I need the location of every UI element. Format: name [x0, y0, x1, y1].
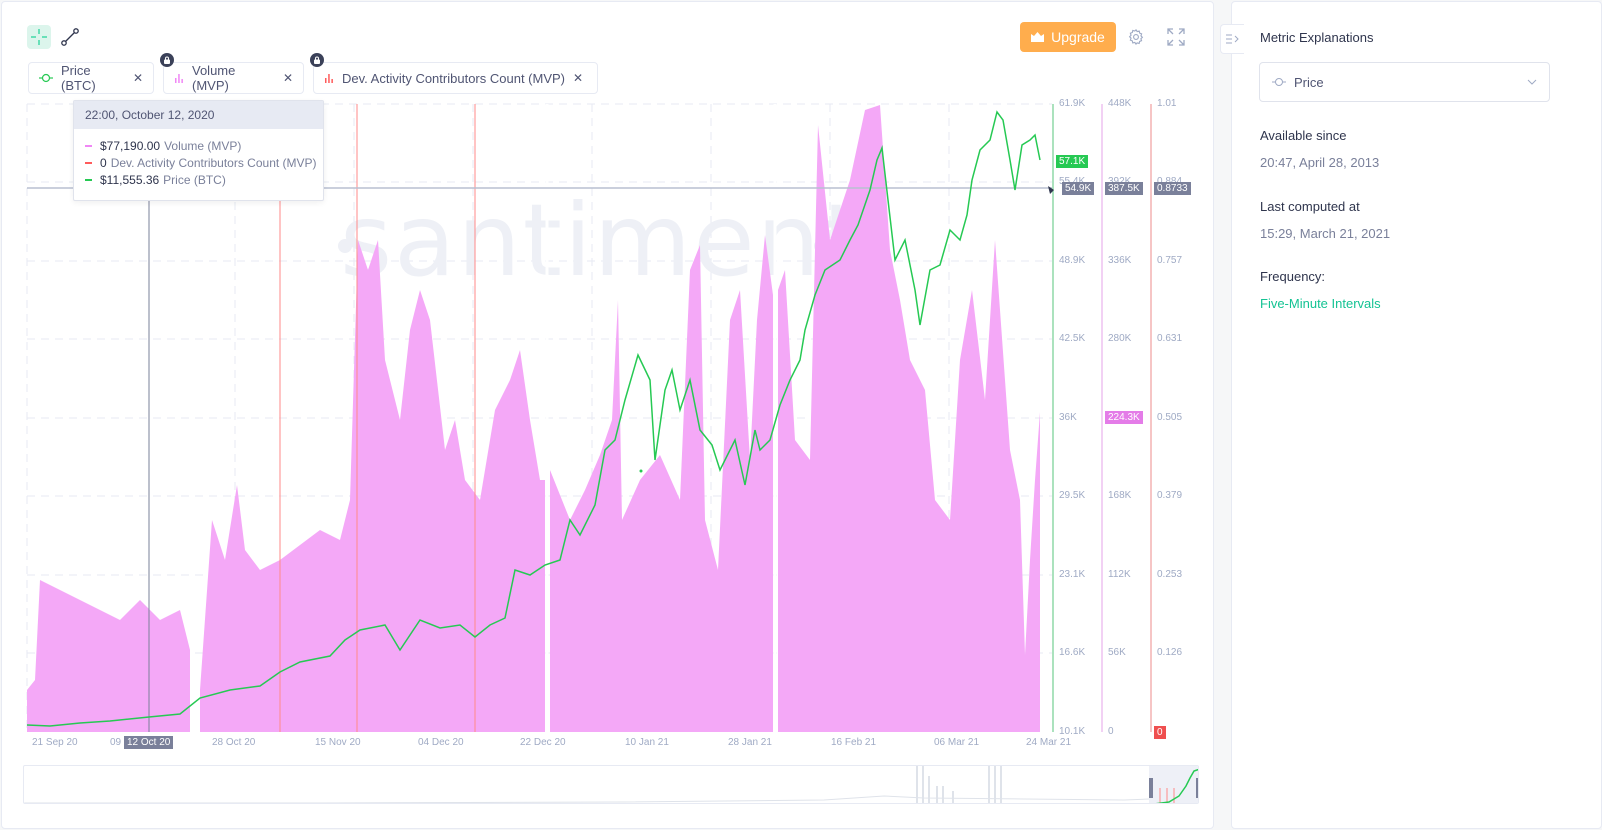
volume-hover-badge: 387.5K: [1105, 182, 1143, 195]
x-axis-tick: 24 Mar 21: [1026, 737, 1072, 748]
price-axis-tick: 29.5K: [1059, 490, 1086, 501]
dev-hover-badge: 0.8733: [1154, 182, 1191, 195]
volume-axis-tick: 56K: [1108, 647, 1126, 658]
available-since-label: Available since: [1260, 128, 1347, 143]
remove-metric-icon[interactable]: ✕: [132, 71, 143, 85]
price-axis-tick: 48.9K: [1059, 255, 1086, 266]
x-axis-tick: 06 Mar 21: [934, 737, 980, 748]
sidebar-toggle-button[interactable]: [1220, 24, 1244, 54]
tooltip-row-volume: $77,190.00 Volume (MVP): [74, 137, 323, 154]
settings-button[interactable]: [1125, 26, 1147, 48]
crosshair-tool-button[interactable]: [27, 25, 51, 49]
available-since-value: 20:47, April 28, 2013: [1260, 155, 1380, 170]
price-series: [26, 110, 1041, 727]
volume-axis-tick: 112K: [1108, 569, 1131, 580]
dev-axis-tick: 0.631: [1157, 333, 1183, 344]
remove-metric-icon[interactable]: ✕: [282, 71, 293, 85]
metric-chip-label: Volume (MVP): [192, 63, 236, 93]
price-axis-tick: 16.6K: [1059, 647, 1086, 658]
dev-axis-tick: 1.01: [1157, 98, 1177, 109]
x-axis-tick: 28 Jan 21: [728, 737, 772, 748]
navigator-left-handle: [1149, 778, 1153, 798]
price-circle-icon: [39, 73, 53, 83]
price-axis-tick: 36K: [1059, 412, 1077, 423]
tooltip-title: 22:00, October 12, 2020: [74, 101, 323, 129]
tooltip-row-price: $11,555.36 Price (BTC): [74, 171, 323, 188]
hover-date-badge: 12 Oct 20: [124, 736, 174, 749]
upgrade-label: Upgrade: [1051, 29, 1105, 45]
dev-current-badge: 0: [1154, 726, 1166, 739]
hover-tooltip: 22:00, October 12, 2020 $77,190.00 Volume…: [73, 100, 324, 201]
metric-select-dropdown[interactable]: Price: [1259, 62, 1550, 102]
crown-icon: [1031, 32, 1045, 42]
metric-chip-label: Price (BTC): [61, 63, 96, 93]
dev-axis-tick: 0.884: [1157, 176, 1182, 187]
tooltip-row-dev-activity: 0 Dev. Activity Contributors Count (MVP): [74, 154, 323, 171]
volume-axis-tick: 168K: [1108, 490, 1132, 501]
volume-axis-tick: 448K: [1108, 98, 1132, 109]
dev-axis-tick: 0.379: [1157, 490, 1183, 501]
upgrade-button[interactable]: Upgrade: [1020, 22, 1116, 52]
price-axis-tick: 61.9K: [1059, 98, 1086, 109]
x-axis-tick: 10 Jan 21: [625, 737, 669, 748]
x-axis-tick: 16 Feb 21: [831, 737, 877, 748]
metric-explanations-panel: [1231, 1, 1602, 829]
dev-axis-tick: 0.505: [1157, 412, 1183, 423]
lock-icon: [310, 53, 324, 67]
volume-axis-tick: 0: [1108, 726, 1114, 737]
price-circle-icon: [1272, 78, 1286, 86]
navigator-right-handle: [1196, 778, 1198, 798]
price-axis-tick: 42.5K: [1059, 333, 1086, 344]
volume-current-badge: 224.3K: [1105, 411, 1143, 424]
price-axis-tick: 23.1K: [1059, 569, 1086, 580]
chart-navigator[interactable]: [23, 765, 1199, 804]
panel-title: Metric Explanations: [1260, 30, 1374, 45]
price-hover-badge: 54.9K: [1062, 182, 1095, 195]
metric-chip-dev-activity[interactable]: Dev. Activity Contributors Count (MVP) ✕: [310, 53, 598, 94]
line-drawing-tool-button[interactable]: [58, 25, 82, 49]
chevron-down-icon: [1527, 79, 1537, 85]
fullscreen-button[interactable]: [1165, 26, 1187, 48]
volume-axis-tick: 280K: [1108, 333, 1132, 344]
frequency-label: Frequency:: [1260, 269, 1326, 284]
x-axis-tick: 28 Oct 20: [212, 737, 256, 748]
last-computed-value: 15:29, March 21, 2021: [1260, 226, 1391, 241]
chart-canvas[interactable]: santiment: [0, 0, 1215, 760]
dev-axis-tick: 0.757: [1157, 255, 1183, 266]
metric-chip-volume[interactable]: Volume (MVP) ✕: [160, 53, 304, 94]
dev-axis-tick: 0.253: [1157, 569, 1183, 580]
collapse-panel-icon: [1225, 34, 1239, 44]
x-axis-tick: 22 Dec 20: [520, 737, 566, 748]
last-computed-label: Last computed at: [1260, 199, 1360, 214]
expand-icon: [1167, 28, 1185, 46]
bars-icon: [324, 73, 334, 83]
x-axis-tick: 04 Dec 20: [418, 737, 464, 748]
price-axis-tick: 55.4K: [1059, 176, 1085, 187]
x-axis-tick: 15 Nov 20: [315, 737, 361, 748]
dev-axis-tick: 0.126: [1157, 647, 1183, 658]
price-axis-tick: 10.1K: [1059, 726, 1086, 737]
x-axis-tick: 21 Sep 20: [32, 737, 78, 748]
volume-axis-tick: 336K: [1108, 255, 1132, 266]
metric-chip-label: Dev. Activity Contributors Count (MVP): [342, 70, 565, 86]
crosshair-icon: [31, 29, 47, 45]
lock-icon: [160, 53, 174, 67]
metric-chip-price[interactable]: Price (BTC) ✕: [28, 62, 154, 94]
frequency-value: Five-Minute Intervals: [1260, 296, 1381, 311]
line-draw-icon: [61, 28, 79, 46]
bars-icon: [174, 73, 184, 83]
selected-metric: Price: [1294, 74, 1324, 90]
volume-axis-tick: 392K: [1108, 176, 1131, 187]
remove-metric-icon[interactable]: ✕: [573, 71, 584, 85]
price-current-badge: 57.1K: [1056, 155, 1089, 168]
gear-icon: [1128, 29, 1144, 46]
